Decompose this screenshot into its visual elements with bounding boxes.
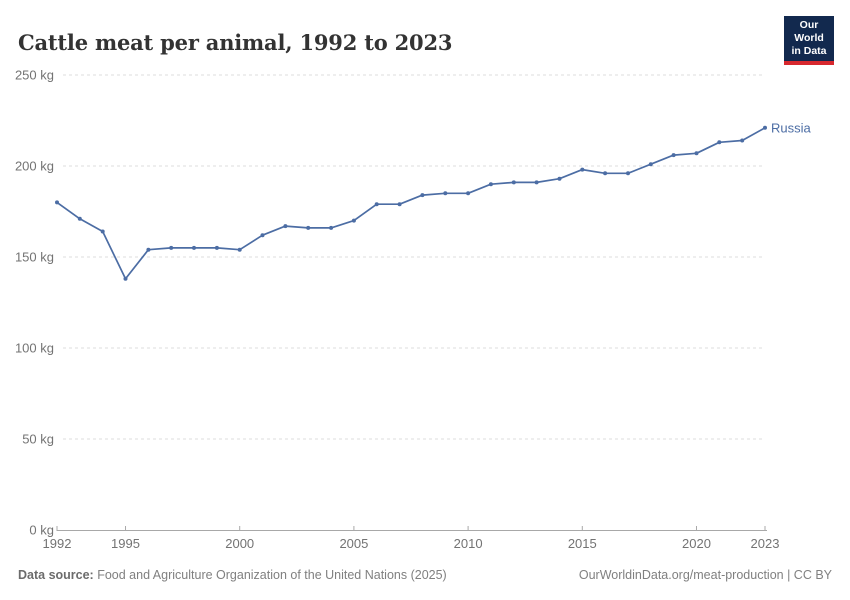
data-point[interactable]	[192, 245, 196, 250]
data-point[interactable]	[740, 138, 745, 143]
data-point[interactable]	[100, 229, 105, 234]
data-point[interactable]	[648, 162, 653, 167]
owid-logo-text: Our World in Data	[784, 16, 834, 61]
y-axis-label: 200 kg	[15, 159, 54, 174]
y-axis-label: 100 kg	[15, 341, 54, 356]
data-point[interactable]	[488, 182, 493, 187]
data-point[interactable]	[694, 151, 699, 156]
data-point[interactable]	[511, 180, 516, 185]
data-point[interactable]	[580, 167, 585, 172]
x-axis-label: 1992	[43, 536, 72, 551]
data-point[interactable]	[146, 247, 151, 252]
data-point[interactable]	[466, 191, 471, 196]
data-source-note: Data source: Food and Agriculture Organi…	[18, 568, 447, 582]
data-point[interactable]	[237, 247, 242, 252]
x-axis-label: 1995	[111, 536, 140, 551]
data-point[interactable]	[329, 225, 334, 230]
data-point[interactable]	[169, 245, 174, 250]
series-label-russia[interactable]: Russia	[771, 120, 812, 135]
data-point[interactable]	[374, 202, 379, 207]
data-point[interactable]	[420, 193, 425, 198]
x-axis-label: 2023	[751, 536, 780, 551]
y-axis-label: 0 kg	[29, 523, 54, 538]
data-point[interactable]	[283, 224, 288, 229]
x-axis-label: 2000	[225, 536, 254, 551]
russia-line-series[interactable]	[56, 126, 766, 280]
x-axis-label: 2005	[339, 536, 368, 551]
data-point[interactable]	[671, 153, 676, 158]
data-point[interactable]	[55, 200, 59, 205]
data-point[interactable]	[603, 171, 608, 176]
y-axis-label: 150 kg	[15, 250, 54, 265]
data-point[interactable]	[306, 225, 311, 230]
data-point[interactable]	[351, 218, 356, 223]
x-axis-label: 2015	[568, 536, 597, 551]
data-point[interactable]	[626, 171, 630, 176]
data-point[interactable]	[123, 276, 128, 281]
y-axis-label: 50 kg	[22, 432, 54, 447]
data-source-label: Data source:	[18, 568, 94, 582]
footer-credit: OurWorldinData.org/meat-production | CC …	[578, 568, 832, 582]
chart-footer: Data source: Food and Agriculture Organi…	[18, 568, 832, 582]
owid-logo[interactable]: Our World in Data	[784, 16, 834, 65]
y-axis-label: 250 kg	[15, 68, 54, 83]
data-point[interactable]	[717, 140, 722, 145]
data-point[interactable]	[763, 125, 767, 130]
data-point[interactable]	[534, 180, 539, 185]
owid-logo-red-bar	[784, 61, 834, 65]
data-point[interactable]	[260, 233, 265, 238]
x-axis-label: 2010	[454, 536, 483, 551]
data-point[interactable]	[397, 202, 402, 207]
data-point[interactable]	[557, 176, 562, 181]
chart-title: Cattle meat per animal, 1992 to 2023	[18, 30, 453, 56]
data-source-text: Food and Agriculture Organization of the…	[93, 568, 447, 582]
x-axis-label: 2020	[682, 536, 711, 551]
data-point[interactable]	[443, 191, 448, 196]
data-point[interactable]	[77, 216, 82, 221]
data-point[interactable]	[214, 245, 219, 250]
